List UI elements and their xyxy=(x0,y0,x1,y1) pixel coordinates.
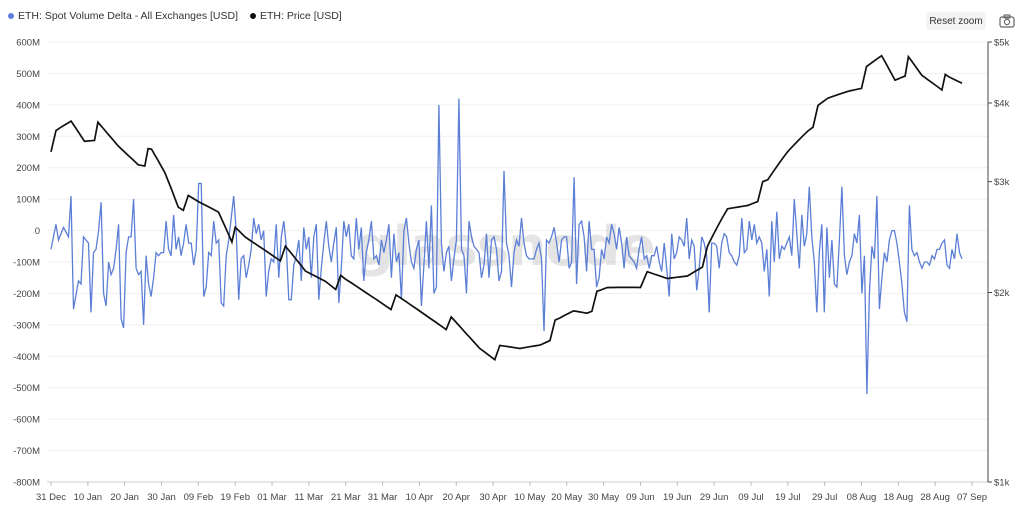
x-tick-label: 10 May xyxy=(514,492,545,503)
x-tick-label: 09 Jul xyxy=(738,492,763,503)
legend-dot-price xyxy=(250,13,257,19)
y-right-tick-label: $5k xyxy=(994,38,1010,49)
y-left-ticks: 600M 500M 400M 300M 200M 100M 0 -100M -200M -300M… xyxy=(13,38,40,489)
y-left-tick-label: 600M xyxy=(16,38,40,49)
x-tick-label: 19 Jun xyxy=(663,492,692,503)
y-left-tick-label: -400M xyxy=(13,352,40,363)
x-tick-label: 08 Aug xyxy=(847,492,877,503)
x-tick-label: 19 Feb xyxy=(220,492,250,503)
x-tick-label: 20 May xyxy=(551,492,582,503)
x-tick-label: 30 May xyxy=(588,492,619,503)
x-tick-label: 20 Jan xyxy=(110,492,139,503)
y-left-tick-label: 200M xyxy=(16,163,40,174)
x-tick-label: 19 Jul xyxy=(775,492,800,503)
y-left-tick-label: 400M xyxy=(16,100,40,111)
x-tick-label: 28 Aug xyxy=(920,492,950,503)
legend-label-volume-delta: ETH: Spot Volume Delta - All Exchanges [… xyxy=(18,10,239,22)
x-tick-label: 29 Jun xyxy=(700,492,729,503)
grid xyxy=(47,41,988,483)
y-right-ticks: $5k $4k $3k $2k $1k xyxy=(988,38,1010,489)
y-left-tick-label: -600M xyxy=(13,415,40,426)
x-tick-label: 11 Mar xyxy=(294,492,323,503)
x-tick-label: 30 Apr xyxy=(479,492,506,503)
legend-item-volume-delta[interactable]: ETH: Spot Volume Delta - All Exchanges [… xyxy=(8,10,238,22)
series-volume-delta-line xyxy=(50,98,963,395)
y-right-tick-label: $3k xyxy=(994,177,1010,188)
x-tick-label: 09 Jun xyxy=(626,492,655,503)
x-tick-label: 07 Sep xyxy=(957,492,987,503)
legend-item-price[interactable]: ETH: Price [USD] xyxy=(250,10,342,22)
x-tick-label: 31 Mar xyxy=(368,492,398,503)
x-tick-label: 18 Aug xyxy=(884,492,914,503)
series-price-line xyxy=(50,54,963,362)
y-right-tick-label: $4k xyxy=(994,99,1010,110)
y-left-tick-label: -800M xyxy=(13,478,40,489)
y-left-tick-label: -100M xyxy=(13,258,40,269)
x-tick-label: 31 Dec xyxy=(36,492,66,503)
camera-icon[interactable] xyxy=(999,14,1015,28)
legend: ETH: Spot Volume Delta - All Exchanges [… xyxy=(8,10,342,22)
y-right-tick-label: $1k xyxy=(994,478,1010,489)
x-tick-label: 09 Feb xyxy=(184,492,214,503)
x-tick-label: 30 Jan xyxy=(147,492,176,503)
x-tick-label: 01 Mar xyxy=(257,492,287,503)
reset-zoom-button[interactable]: Reset zoom xyxy=(926,12,986,30)
y-left-tick-label: -200M xyxy=(13,289,40,300)
x-tick-label: 10 Jan xyxy=(74,492,103,503)
legend-dot-volume-delta xyxy=(8,13,14,19)
x-tick-label: 20 Apr xyxy=(443,492,470,503)
y-left-tick-label: 100M xyxy=(16,195,40,206)
y-left-tick-label: -700M xyxy=(13,446,40,457)
x-ticks: 31 Dec 10 Jan 20 Jan 30 Jan 09 Feb 19 Feb 01 M… xyxy=(36,482,987,503)
y-left-tick-label: -500M xyxy=(13,383,40,394)
x-tick-label: 21 Mar xyxy=(331,492,361,503)
y-left-tick-label: 500M xyxy=(16,69,40,80)
y-left-tick-label: 0 xyxy=(35,226,40,237)
x-tick-label: 10 Apr xyxy=(406,492,433,503)
y-right-tick-label: $2k xyxy=(994,288,1010,299)
y-left-tick-label: 300M xyxy=(16,132,40,143)
y-left-tick-label: -300M xyxy=(13,320,40,331)
legend-label-price: ETH: Price [USD] xyxy=(260,10,342,22)
x-tick-label: 29 Jul xyxy=(812,492,837,503)
